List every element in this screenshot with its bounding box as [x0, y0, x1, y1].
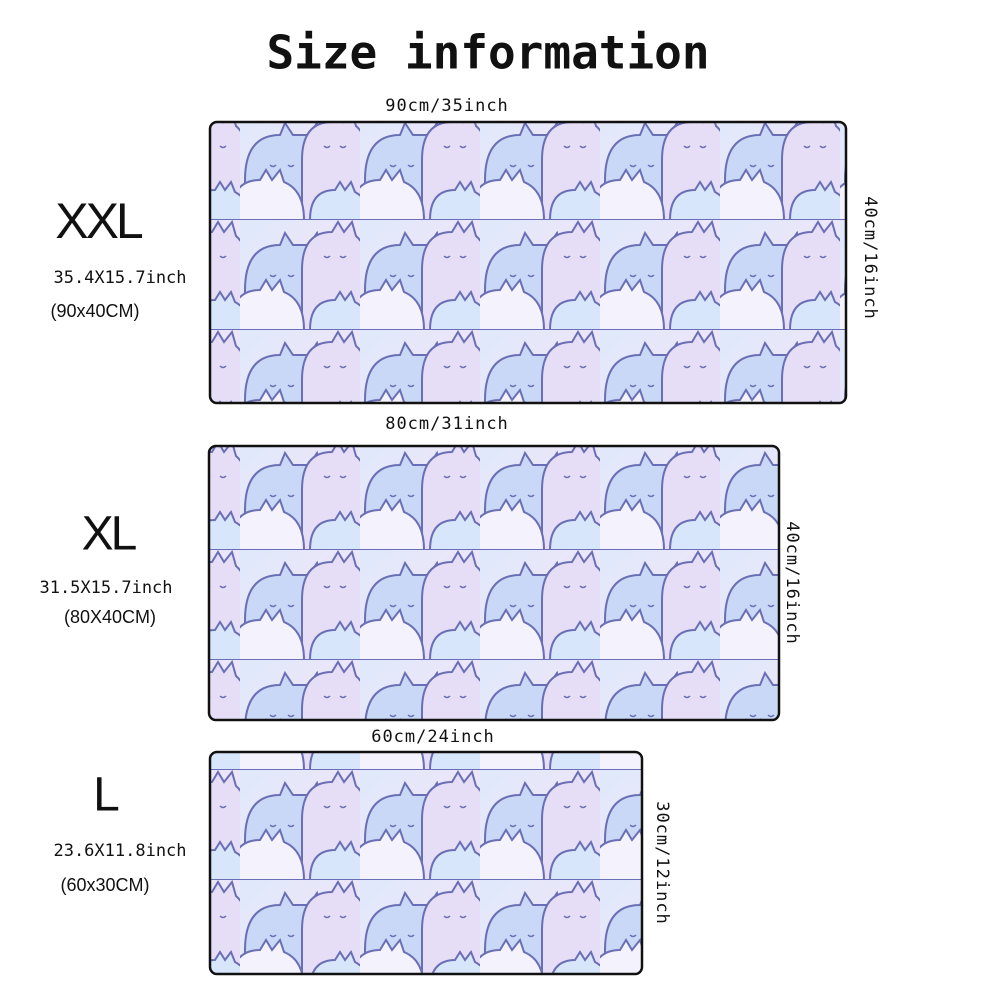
size-metric: (80X40CM)	[64, 607, 156, 627]
title: Size information	[266, 26, 709, 80]
size-metric: (60x30CM)	[60, 875, 149, 895]
size-dimensions: 35.4X15.7inch	[53, 268, 186, 288]
height-label: 40cm/16inch	[860, 196, 880, 320]
width-label: 60cm/24inch	[371, 727, 495, 747]
mousepad-image	[207, 444, 781, 722]
size-dimensions: 23.6X11.8inch	[53, 841, 186, 861]
height-label: 40cm/16inch	[782, 521, 802, 645]
size-name: L	[93, 769, 119, 822]
mousepad-image	[208, 120, 848, 405]
size-name: XL	[82, 508, 137, 561]
height-label: 30cm/12inch	[652, 801, 672, 925]
width-label: 80cm/31inch	[385, 414, 509, 434]
width-label: 90cm/35inch	[385, 96, 509, 116]
mousepad-image	[208, 750, 644, 976]
size-name: XXL	[55, 193, 143, 249]
size-dimensions: 31.5X15.7inch	[39, 578, 172, 598]
size-metric: (90x40CM)	[50, 301, 139, 321]
